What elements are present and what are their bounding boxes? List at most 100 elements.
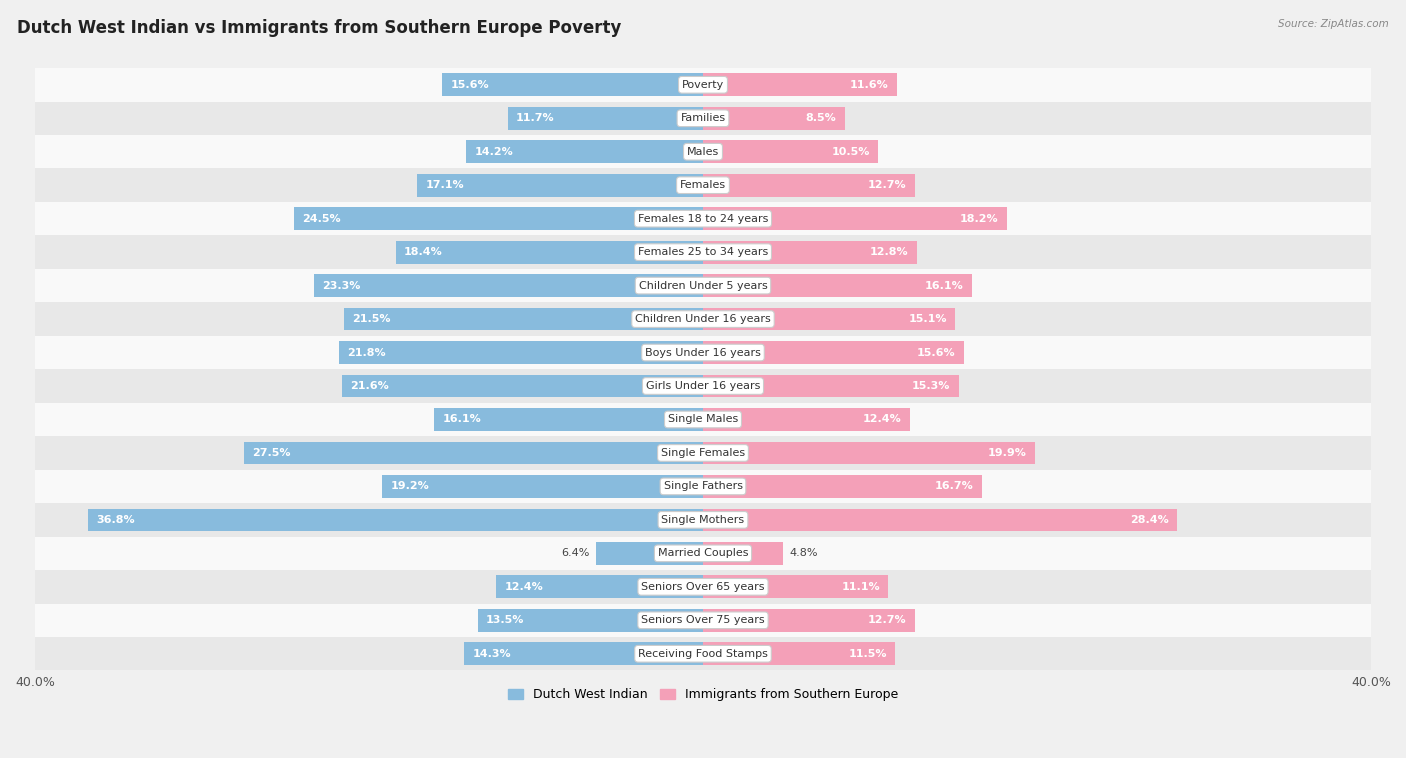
Text: 14.2%: 14.2% [474,147,513,157]
Text: Source: ZipAtlas.com: Source: ZipAtlas.com [1278,19,1389,29]
Bar [35,637,1371,671]
Bar [35,302,1371,336]
Text: 28.4%: 28.4% [1130,515,1168,525]
Bar [703,207,1007,230]
Text: 12.4%: 12.4% [505,582,543,592]
Text: 15.1%: 15.1% [908,314,946,324]
Bar [703,107,845,130]
Bar [418,174,703,196]
Text: Single Mothers: Single Mothers [661,515,745,525]
Bar [703,74,897,96]
Text: 16.1%: 16.1% [443,415,481,424]
Text: 16.7%: 16.7% [935,481,973,491]
Text: 16.1%: 16.1% [925,280,963,290]
Text: 11.5%: 11.5% [848,649,887,659]
Text: 12.8%: 12.8% [870,247,908,257]
Text: Girls Under 16 years: Girls Under 16 years [645,381,761,391]
Bar [703,140,879,163]
Bar [35,135,1371,168]
Text: 4.8%: 4.8% [790,548,818,559]
Text: 13.5%: 13.5% [486,615,524,625]
Text: 15.6%: 15.6% [451,80,489,89]
Bar [35,336,1371,369]
Text: Poverty: Poverty [682,80,724,89]
Bar [35,537,1371,570]
Text: Married Couples: Married Couples [658,548,748,559]
Text: 24.5%: 24.5% [302,214,340,224]
Text: 18.2%: 18.2% [960,214,998,224]
Text: 19.2%: 19.2% [391,481,429,491]
Bar [703,642,896,665]
Text: 15.3%: 15.3% [912,381,950,391]
Text: 8.5%: 8.5% [806,113,837,124]
Bar [35,168,1371,202]
Bar [35,402,1371,436]
Bar [703,475,981,498]
Bar [314,274,703,297]
Bar [703,374,959,397]
Bar [35,436,1371,470]
Bar [443,74,703,96]
Bar [703,308,955,330]
Text: 11.6%: 11.6% [849,80,889,89]
Bar [465,140,703,163]
Text: 12.4%: 12.4% [863,415,901,424]
Bar [703,509,1177,531]
Text: 12.7%: 12.7% [868,615,907,625]
Bar [703,274,972,297]
Bar [395,241,703,264]
Bar [35,570,1371,603]
Bar [382,475,703,498]
Text: Females 25 to 34 years: Females 25 to 34 years [638,247,768,257]
Text: 36.8%: 36.8% [97,515,135,525]
Bar [478,609,703,631]
Text: 23.3%: 23.3% [322,280,360,290]
Bar [35,269,1371,302]
Bar [339,341,703,364]
Text: Single Females: Single Females [661,448,745,458]
Text: 10.5%: 10.5% [831,147,870,157]
Text: Families: Families [681,113,725,124]
Bar [35,102,1371,135]
Text: 11.7%: 11.7% [516,113,554,124]
Bar [35,68,1371,102]
Text: Children Under 16 years: Children Under 16 years [636,314,770,324]
Bar [703,341,963,364]
Bar [35,202,1371,236]
Bar [703,174,915,196]
Text: Females: Females [681,180,725,190]
Bar [703,542,783,565]
Text: 27.5%: 27.5% [252,448,291,458]
Bar [703,408,910,431]
Bar [35,236,1371,269]
Text: Dutch West Indian vs Immigrants from Southern Europe Poverty: Dutch West Indian vs Immigrants from Sou… [17,19,621,37]
Text: Boys Under 16 years: Boys Under 16 years [645,347,761,358]
Bar [35,503,1371,537]
Text: 11.1%: 11.1% [841,582,880,592]
Bar [703,442,1035,465]
Text: Seniors Over 75 years: Seniors Over 75 years [641,615,765,625]
Legend: Dutch West Indian, Immigrants from Southern Europe: Dutch West Indian, Immigrants from South… [503,684,903,706]
Bar [596,542,703,565]
Bar [35,369,1371,402]
Bar [342,374,703,397]
Bar [464,642,703,665]
Text: Children Under 5 years: Children Under 5 years [638,280,768,290]
Text: 18.4%: 18.4% [404,247,443,257]
Text: 19.9%: 19.9% [988,448,1026,458]
Text: 21.8%: 21.8% [347,347,385,358]
Bar [703,575,889,598]
Text: Females 18 to 24 years: Females 18 to 24 years [638,214,768,224]
Text: Seniors Over 65 years: Seniors Over 65 years [641,582,765,592]
Text: 17.1%: 17.1% [426,180,464,190]
Bar [243,442,703,465]
Text: 21.5%: 21.5% [353,314,391,324]
Text: Single Fathers: Single Fathers [664,481,742,491]
Text: 12.7%: 12.7% [868,180,907,190]
Bar [294,207,703,230]
Text: 6.4%: 6.4% [561,548,589,559]
Bar [703,609,915,631]
Bar [496,575,703,598]
Bar [434,408,703,431]
Text: Males: Males [688,147,718,157]
